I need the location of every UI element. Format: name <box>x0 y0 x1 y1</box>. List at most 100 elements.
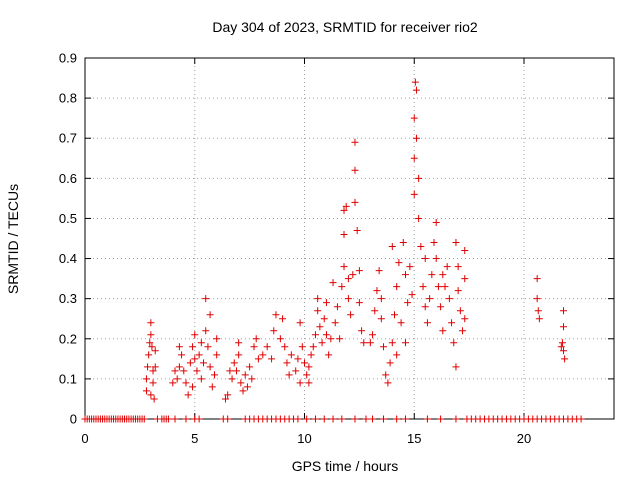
data-point <box>322 331 330 339</box>
y-tick-label: 0.2 <box>59 331 77 346</box>
data-point <box>406 263 414 271</box>
data-point <box>202 295 210 303</box>
data-point <box>147 331 155 339</box>
data-point <box>561 355 569 363</box>
data-point <box>386 359 394 367</box>
data-point <box>197 339 205 347</box>
x-tick-label: 10 <box>297 431 311 446</box>
data-point <box>410 190 418 198</box>
data-point <box>384 379 392 387</box>
data-point <box>558 339 566 347</box>
data-point <box>173 375 181 383</box>
data-point <box>560 323 568 331</box>
data-point <box>461 315 469 323</box>
data-point <box>380 415 388 423</box>
data-point <box>358 327 366 335</box>
data-point <box>390 311 398 319</box>
data-point <box>340 263 348 271</box>
data-point <box>399 239 407 247</box>
x-tick-label: 5 <box>191 431 198 446</box>
data-point <box>148 343 156 351</box>
data-point <box>149 379 157 387</box>
data-point <box>351 166 359 174</box>
data-point <box>147 319 155 327</box>
data-point <box>268 355 276 363</box>
data-point <box>423 415 431 423</box>
data-point <box>410 114 418 122</box>
data-point <box>347 311 355 319</box>
data-point <box>452 239 460 247</box>
data-point <box>263 343 271 351</box>
data-point <box>342 202 350 210</box>
data-point <box>191 331 199 339</box>
data-point <box>329 279 337 287</box>
data-point <box>241 371 249 379</box>
data-point <box>182 379 190 387</box>
data-point <box>309 343 317 351</box>
data-point <box>243 383 251 391</box>
data-point <box>388 339 396 347</box>
data-point <box>150 395 158 403</box>
data-point <box>461 275 469 283</box>
axis-ticks: 0 0.1 0.2 0.3 0.4 0.5 0.6 0.7 0.8 0.9 0 5 10 15 20 <box>59 51 614 446</box>
data-point <box>250 343 258 351</box>
data-point <box>252 335 260 343</box>
data-point <box>235 339 243 347</box>
x-tick-label: 15 <box>407 431 421 446</box>
y-tick-label: 0.3 <box>59 291 77 306</box>
data-point <box>423 319 431 327</box>
data-point <box>224 391 232 399</box>
data-point <box>377 295 385 303</box>
data-point <box>175 343 183 351</box>
data-point <box>362 415 370 423</box>
data-point <box>140 415 148 423</box>
y-tick-label: 0.5 <box>59 211 77 226</box>
data-point <box>557 343 565 351</box>
data-point <box>351 198 359 206</box>
data-points <box>81 78 585 423</box>
data-point <box>411 78 419 86</box>
data-point <box>206 363 214 371</box>
data-point <box>333 303 341 311</box>
data-point <box>305 363 313 371</box>
data-point <box>432 218 440 226</box>
data-point <box>410 154 418 162</box>
data-point <box>301 359 309 367</box>
data-point <box>443 263 451 271</box>
data-point <box>369 331 377 339</box>
data-point <box>419 283 427 291</box>
chart-title: Day 304 of 2023, SRMTID for receiver rio… <box>212 19 478 35</box>
data-point <box>272 311 280 319</box>
y-tick-label: 0.6 <box>59 171 77 186</box>
x-tick-label: 0 <box>81 431 88 446</box>
data-point <box>430 239 438 247</box>
data-point <box>534 307 542 315</box>
data-point <box>393 283 401 291</box>
data-point <box>235 351 243 359</box>
data-point <box>560 307 568 315</box>
data-point <box>294 415 302 423</box>
data-point <box>221 395 229 403</box>
data-point <box>287 351 295 359</box>
data-point <box>149 367 157 375</box>
data-point <box>441 283 449 291</box>
data-point <box>535 315 543 323</box>
y-tick-label: 0 <box>70 412 77 427</box>
data-point <box>461 247 469 255</box>
data-point <box>432 255 440 263</box>
data-point <box>349 271 357 279</box>
data-point <box>298 343 306 351</box>
data-point <box>248 375 256 383</box>
data-point <box>142 375 150 383</box>
data-point <box>454 263 462 271</box>
data-point <box>296 379 304 387</box>
data-point <box>224 415 232 423</box>
data-point <box>211 371 219 379</box>
data-point <box>428 271 436 279</box>
data-point <box>437 415 445 423</box>
x-tick-label: 20 <box>517 431 531 446</box>
data-point <box>305 379 313 387</box>
data-point <box>228 375 236 383</box>
data-point <box>375 267 383 275</box>
